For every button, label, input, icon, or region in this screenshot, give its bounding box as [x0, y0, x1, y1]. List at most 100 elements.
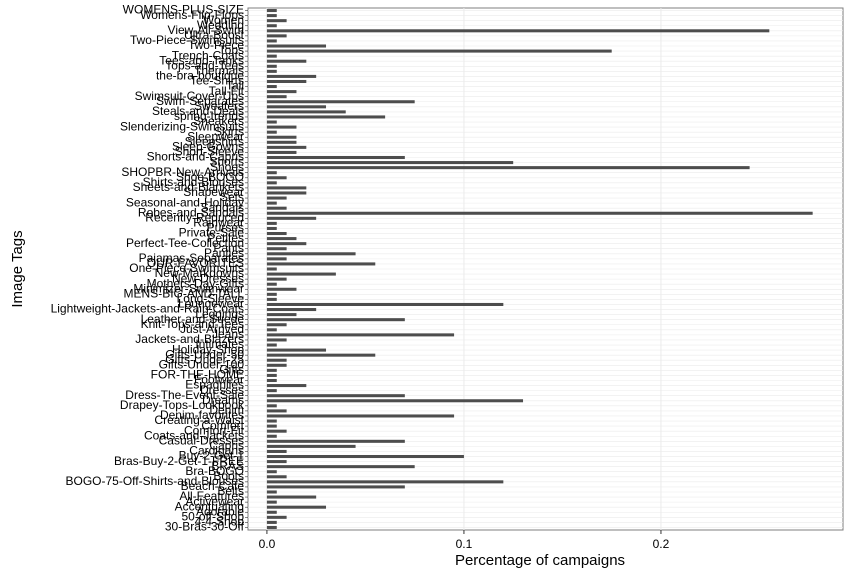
y-tick-label: Espadrilles: [185, 378, 244, 392]
y-tick-label: Shorts-and-Capris: [147, 150, 244, 164]
y-tick-label: Swim-Separates: [156, 94, 244, 108]
y-tick-label: Shapewear: [183, 185, 244, 199]
bar: [266, 399, 524, 403]
y-tick-label: Tall: [226, 79, 244, 93]
y-tick-label: Slenderizing-Swimsuits: [120, 119, 244, 133]
bar: [266, 495, 317, 499]
y-tick-label: Belts: [217, 484, 244, 498]
bar: [266, 206, 287, 210]
y-tick-label: Adorable: [196, 504, 244, 518]
y-tick-label: Shirts-and-Blouses: [143, 175, 244, 189]
y-tick-label: View-All-Swim: [168, 23, 244, 37]
bar: [266, 100, 415, 104]
bar: [266, 343, 277, 347]
y-tick-label: Dress-The-Event-Sale: [125, 388, 244, 402]
bar: [266, 145, 307, 149]
bar: [266, 323, 287, 327]
bar: [266, 186, 307, 190]
bar: [266, 191, 307, 195]
y-tick-label: WOMENS-PLUS-SIZE: [123, 3, 244, 17]
bar: [266, 485, 405, 489]
y-tick-label: Ultra-Boost: [184, 28, 245, 42]
y-tick-label: Purses: [207, 221, 244, 235]
bar: [266, 480, 504, 484]
bar: [266, 409, 287, 413]
y-tick-label: Sleepwear: [187, 129, 244, 143]
y-tick-label: Sneakers: [193, 114, 244, 128]
y-tick-label: Private-Sale: [179, 226, 245, 240]
y-tick-label: Sheets-and-Blankets: [133, 180, 244, 194]
y-tick-label: Tee-Shirts: [190, 74, 244, 88]
bar: [266, 444, 356, 448]
y-tick-label: Tops: [219, 43, 244, 57]
x-axis-label: Percentage of campaigns: [455, 552, 625, 569]
y-tick-label: BRAS: [211, 459, 244, 473]
bar: [266, 292, 277, 296]
y-tick-label: Pajamas-Separates: [139, 251, 244, 265]
bar: [266, 105, 327, 109]
y-tick-label: Gifts: [219, 363, 244, 377]
y-tick-label: Jackets-and-Blazers: [135, 332, 244, 346]
y-tick-label: Sets: [220, 190, 244, 204]
y-tick-label: Recently-Reduced: [145, 210, 244, 224]
y-tick-label: Seasonal-and-Holiday: [126, 195, 244, 209]
y-tick-label: Leather-and-Suede: [141, 312, 245, 326]
bar: [266, 328, 277, 332]
y-tick-label: SHOPBR-New-Arrivals: [121, 165, 244, 179]
bar: [266, 368, 277, 372]
bar: [266, 85, 277, 89]
bar: [266, 505, 327, 509]
x-tick-label: 0.1: [456, 537, 473, 551]
y-tick-label: Capris: [209, 439, 244, 453]
bar: [266, 414, 455, 418]
y-axis-label: Image Tags: [9, 230, 26, 307]
y-tick-label: Robes-and-Sandals: [138, 205, 244, 219]
y-tick-label: Beach-Cafe: [181, 479, 245, 493]
y-tick-label: Womens-Flip-Flops: [140, 8, 244, 22]
y-tick-label: Short-Sleeve: [175, 145, 245, 159]
y-tick-label: Sleepshirts: [185, 134, 244, 148]
bar: [266, 29, 770, 33]
bar: [266, 140, 297, 144]
bar: [266, 39, 277, 43]
y-tick-label: Panties: [204, 246, 244, 260]
bar: [266, 404, 277, 408]
bar: [266, 510, 277, 514]
y-tick-label: Creating-a-Waist: [154, 413, 244, 427]
bar: [266, 287, 297, 291]
bar: [266, 252, 356, 256]
bar: [266, 161, 514, 165]
y-tick-label: Denim: [209, 403, 244, 417]
bar: [266, 24, 277, 28]
bar: [266, 424, 277, 428]
y-tick-label: Minimizer-Swimwear: [133, 281, 244, 295]
bar: [266, 34, 287, 38]
y-tick-label: New-Markdowns: [155, 266, 244, 280]
y-tick-label: Two-Piece: [188, 38, 244, 52]
y-tick-label: One-Piece-Swimsuits: [129, 261, 244, 275]
y-tick-label: Shoe-BOGO: [176, 170, 244, 184]
y-tick-label: Gifts-Under-100: [159, 357, 245, 371]
y-tick-label: spring-trends: [174, 109, 244, 123]
y-tick-label: Denim-favorites: [160, 408, 244, 422]
bar: [266, 226, 277, 230]
y-tick-label: Holiday-Shop: [172, 342, 244, 356]
bar: [266, 69, 277, 73]
y-tick-label: Pants: [213, 241, 244, 255]
bar: [266, 201, 277, 205]
bar: [266, 49, 612, 53]
bar: [266, 313, 297, 317]
bar: [266, 19, 287, 23]
bar: [266, 525, 277, 529]
y-tick-label: Shoes: [210, 160, 244, 174]
bar: [266, 520, 277, 524]
bar: [266, 44, 327, 48]
x-tick-label: 0.0: [259, 537, 276, 551]
bar: [266, 95, 287, 99]
bar: [266, 115, 386, 119]
bar: [266, 74, 317, 78]
bar: [266, 318, 405, 322]
y-tick-label: Steals-and-Deals: [152, 104, 244, 118]
y-tick-label: Just-Arrived: [180, 322, 244, 336]
